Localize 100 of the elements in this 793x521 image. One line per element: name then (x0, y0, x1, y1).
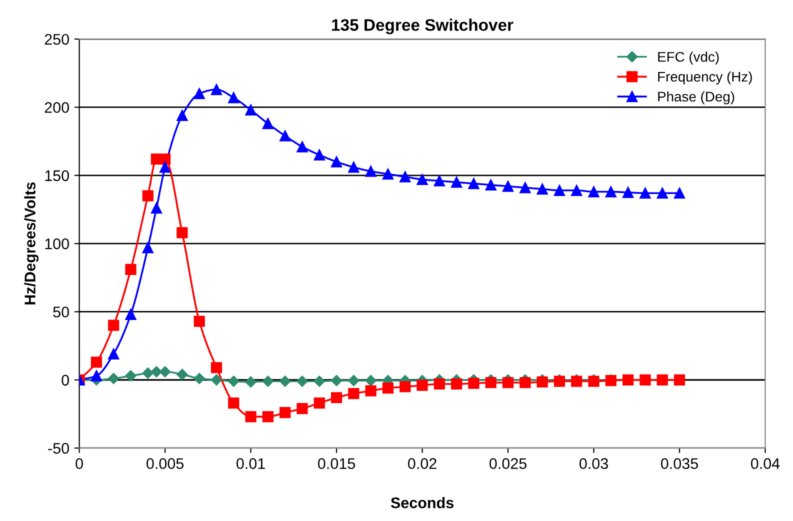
point (108, 372, 120, 384)
y-axis-title: Hz/Degrees/Volts (24, 182, 39, 304)
point (502, 180, 514, 192)
point (536, 183, 548, 195)
point (296, 141, 308, 152)
point (245, 376, 256, 388)
x-tick-label: 0.01 (236, 458, 265, 470)
y-tick-label: 150 (45, 170, 69, 182)
point (520, 377, 531, 388)
point (605, 186, 616, 198)
y-tick-label: 0 (62, 374, 69, 386)
point (416, 174, 428, 186)
point (150, 202, 162, 214)
point (228, 398, 240, 409)
y-tick-label: 50 (53, 306, 69, 318)
x-tick-label: 0.015 (318, 458, 356, 470)
point (108, 348, 120, 360)
point (434, 175, 445, 186)
point (382, 168, 394, 180)
point (640, 188, 651, 199)
point (245, 411, 256, 422)
point (330, 374, 342, 386)
point (194, 88, 205, 100)
point (125, 308, 136, 320)
legend-label: EFC (vdc) (658, 52, 719, 65)
point (571, 184, 582, 196)
point (400, 381, 411, 392)
x-tick-label: 0.03 (579, 458, 608, 470)
legend-label: Phase (Deg) (658, 91, 734, 104)
point (150, 366, 162, 378)
x-tick-label: 0.005 (146, 458, 184, 470)
point (210, 362, 222, 374)
point (210, 84, 222, 96)
point (451, 176, 462, 188)
point (176, 227, 188, 238)
point (296, 402, 308, 414)
point (314, 376, 325, 387)
point (314, 398, 325, 409)
chart-title: 135 Degree Switchover (332, 18, 514, 34)
point (485, 377, 496, 388)
point (176, 110, 188, 121)
point (330, 156, 342, 168)
point (485, 179, 496, 190)
point (348, 374, 360, 386)
point (159, 153, 171, 165)
point (262, 411, 274, 422)
point (125, 264, 136, 276)
point (142, 242, 154, 254)
point (194, 316, 205, 327)
point (90, 356, 102, 368)
point (314, 149, 325, 161)
point (365, 166, 376, 177)
x-tick-label: 0.025 (490, 458, 526, 470)
point (159, 366, 171, 378)
x-tick-label: 0.035 (660, 458, 698, 470)
point (656, 188, 668, 199)
point (262, 118, 274, 130)
point (554, 184, 566, 196)
y-tick-label: 200 (44, 102, 69, 113)
point (640, 374, 651, 386)
point (348, 162, 360, 173)
point (416, 380, 428, 391)
y-tick-label: 100 (45, 238, 69, 250)
point (228, 376, 240, 387)
y-tick-label: -50 (48, 442, 69, 454)
point (245, 104, 256, 116)
x-axis-title: Seconds (390, 497, 454, 508)
point (262, 376, 274, 387)
point (382, 382, 394, 394)
point (90, 370, 102, 382)
point (296, 376, 308, 387)
point (176, 368, 188, 380)
point (674, 374, 686, 386)
point (210, 374, 222, 386)
point (622, 186, 634, 198)
point (400, 171, 411, 182)
point (588, 186, 600, 198)
point (279, 376, 291, 387)
x-tick-label: 0 (76, 458, 83, 470)
point (280, 407, 291, 418)
y-tick-label: 250 (44, 34, 69, 45)
legend-label: Frequency (Hz) (658, 71, 752, 84)
point (330, 392, 342, 404)
point (674, 188, 686, 199)
point (365, 374, 376, 386)
point (434, 378, 445, 390)
point (142, 190, 154, 202)
x-tick-label: 0.04 (750, 458, 780, 470)
point (194, 372, 205, 384)
point (108, 320, 120, 331)
point (125, 370, 136, 382)
point (228, 92, 240, 104)
point (365, 385, 376, 396)
point (451, 378, 462, 390)
point (468, 378, 480, 389)
point (656, 374, 668, 386)
point (502, 377, 514, 388)
point (280, 130, 291, 142)
point (142, 367, 154, 379)
point (159, 162, 171, 173)
